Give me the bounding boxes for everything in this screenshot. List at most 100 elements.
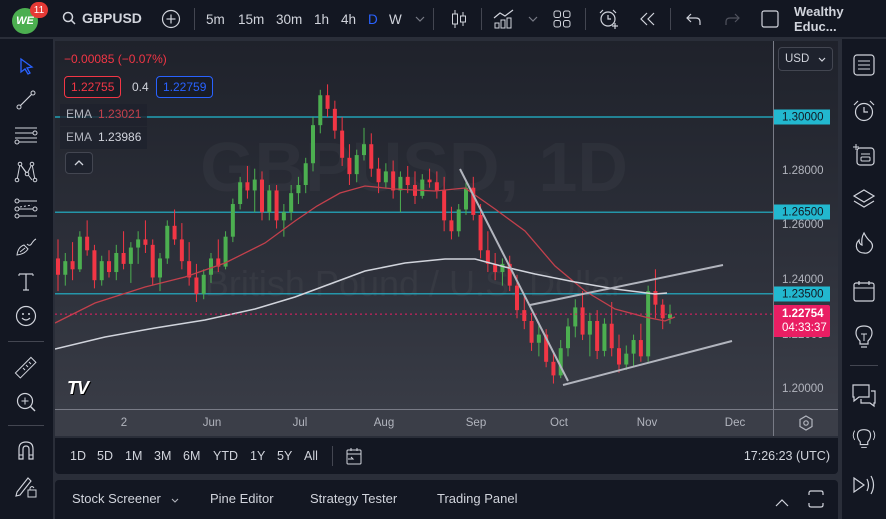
range-6m[interactable]: 6M — [183, 449, 201, 463]
interval-5m[interactable]: 5m — [206, 11, 225, 27]
tab-trading-panel[interactable]: Trading Panel — [437, 491, 518, 506]
interval-4h[interactable]: 4h — [341, 11, 357, 27]
magnet-icon — [18, 441, 34, 460]
text-tool[interactable] — [13, 269, 39, 295]
chats-button[interactable] — [850, 381, 878, 409]
bar-countdown: 04:33:37 — [782, 322, 827, 334]
divider — [433, 8, 434, 30]
watchlist-button[interactable] — [850, 51, 878, 79]
interval-dropdown[interactable] — [413, 9, 427, 29]
layout-name-button[interactable]: Wealthy Educ... — [794, 4, 844, 34]
alerts-button[interactable] — [850, 97, 878, 125]
magnet-tool[interactable] — [13, 437, 39, 463]
undo-icon — [686, 13, 701, 25]
create-alert-button[interactable] — [597, 9, 621, 29]
hotlists-button[interactable] — [850, 229, 878, 257]
pattern-tool[interactable] — [13, 159, 39, 185]
chevron-up-icon — [74, 160, 84, 166]
maximize-panel-button[interactable] — [808, 490, 824, 513]
object-tree-button[interactable] — [850, 141, 878, 169]
range-1d[interactable]: 1D — [70, 449, 86, 463]
divider — [8, 425, 44, 426]
time-axis-label: Dec — [724, 417, 746, 429]
price-change: −0.00085 (−0.07%) — [64, 52, 167, 66]
svg-text:British Pound / U.S. Dollar: British Pound / U.S. Dollar — [205, 263, 623, 304]
data-window-button[interactable] — [850, 185, 878, 213]
ema-slow-legend[interactable]: EMA 1.23986 — [60, 127, 148, 149]
compare-symbol-button[interactable] — [160, 9, 182, 29]
divider — [670, 8, 671, 30]
chart-settings-button[interactable] — [773, 409, 838, 436]
price-axis-label: 1.24000 — [782, 274, 824, 286]
tab-stock-screener[interactable]: Stock Screener — [72, 491, 179, 506]
play-sound-icon — [853, 475, 875, 495]
range-1m[interactable]: 1M — [125, 449, 143, 463]
chart-type-button[interactable] — [449, 9, 469, 29]
tour-button[interactable] — [850, 471, 878, 499]
layout-checkbox[interactable] — [760, 9, 780, 29]
range-all[interactable]: All — [304, 449, 318, 463]
buy-price-button[interactable]: 1.22759 — [156, 76, 214, 98]
divider — [585, 8, 586, 30]
interval-1d[interactable]: D — [368, 11, 378, 27]
replay-button[interactable] — [638, 9, 658, 29]
last-price: 1.22754 — [782, 308, 824, 320]
chart-canvas[interactable]: GBPUSD, 1D British Pound / U.S. Dollar — [55, 41, 838, 436]
cursor-tool[interactable] — [13, 53, 39, 79]
time-axis-label: Aug — [373, 417, 395, 429]
trendline-tool[interactable] — [13, 87, 39, 113]
prediction-tool[interactable] — [13, 196, 39, 222]
layouts-button[interactable] — [552, 9, 572, 29]
expand-panel-button[interactable] — [775, 494, 789, 512]
measure-tool[interactable] — [13, 355, 39, 381]
range-5d[interactable]: 5D — [97, 449, 113, 463]
emoji-tool[interactable] — [13, 303, 39, 329]
price-axis[interactable]: 1.28000 1.26000 1.24000 1.22000 1.20000 … — [773, 41, 838, 409]
interval-30m[interactable]: 30m — [276, 11, 303, 27]
interval-15m[interactable]: 15m — [238, 11, 265, 27]
time-axis[interactable]: 2 Jun Jul Aug Sep Oct Nov Dec — [55, 409, 773, 436]
tab-strategy-tester[interactable]: Strategy Tester — [310, 491, 398, 506]
ideas-button[interactable] — [850, 323, 878, 351]
interval-1h[interactable]: 1h — [314, 11, 330, 27]
zoom-in-tool[interactable] — [13, 389, 39, 415]
range-1y[interactable]: 1Y — [250, 449, 266, 463]
widget-toolbar — [842, 39, 886, 519]
brush-icon — [16, 238, 37, 256]
calendar-button[interactable] — [850, 277, 878, 305]
tradingview-logo[interactable]: TV — [67, 378, 89, 398]
range-5y[interactable]: 5Y — [277, 449, 293, 463]
lock-drawings-tool[interactable] — [13, 473, 39, 499]
streams-button[interactable] — [850, 425, 878, 453]
candles-icon — [452, 10, 466, 28]
range-ytd[interactable]: YTD — [213, 449, 238, 463]
ema-slow-value: 1.23986 — [98, 130, 142, 144]
sell-price-button[interactable]: 1.22755 — [64, 76, 122, 98]
ema-fast-legend[interactable]: EMA 1.23021 — [60, 104, 148, 126]
chevron-down-icon — [818, 57, 826, 62]
symbol-search-button[interactable]: GBPUSD — [62, 10, 142, 26]
indicators-button[interactable] — [493, 9, 515, 29]
interval-1w[interactable]: W — [389, 11, 402, 27]
chevron-down-icon — [528, 16, 538, 22]
ema-slow-label: EMA — [66, 130, 93, 144]
currency-select[interactable]: USD — [778, 47, 833, 71]
go-to-date-button[interactable] — [345, 446, 363, 471]
redo-button[interactable] — [722, 9, 742, 29]
time-axis-label: Nov — [636, 417, 658, 429]
drawing-toolbar — [0, 39, 53, 519]
indicators-dropdown[interactable] — [527, 9, 539, 29]
utc-clock[interactable]: 17:26:23 (UTC) — [743, 449, 830, 463]
range-3m[interactable]: 3M — [154, 449, 172, 463]
collapse-legend-button[interactable] — [65, 152, 93, 174]
top-toolbar: WE 11 GBPUSD 5m 15m 30m 1h 4h D W — [0, 0, 886, 38]
plus-circle-icon — [161, 9, 181, 29]
tab-pine-editor[interactable]: Pine Editor — [210, 491, 274, 506]
layers-icon — [852, 189, 876, 208]
undo-button[interactable] — [684, 9, 704, 29]
tab-label: Stock Screener — [72, 491, 161, 506]
brush-tool[interactable] — [13, 233, 39, 259]
horizontal-lines-tool[interactable] — [13, 123, 39, 149]
